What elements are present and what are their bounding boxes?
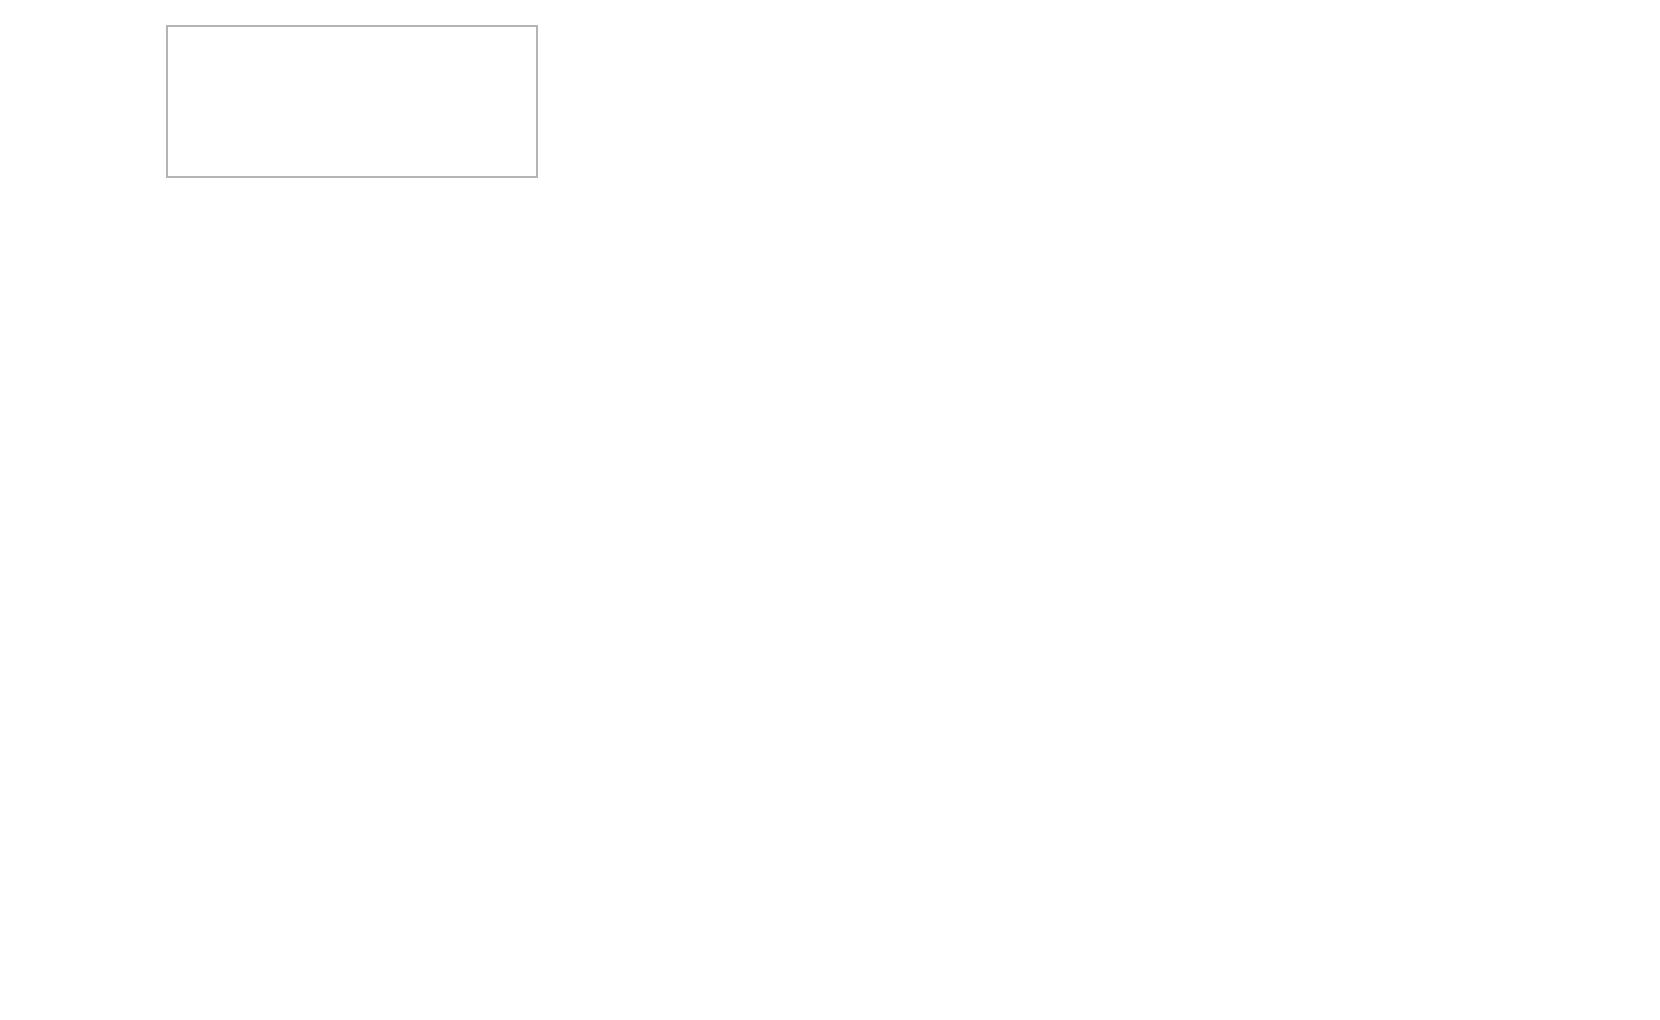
legend-item-last-10-min — [168, 117, 536, 147]
dot-marker-icon — [230, 97, 241, 108]
dot-marker-icon — [230, 67, 241, 78]
legend-item-theor-tide — [168, 147, 536, 177]
dot-marker-icon — [230, 127, 241, 138]
legend — [166, 25, 538, 178]
legend-item-pressure — [168, 27, 536, 57]
dot-marker-icon — [230, 157, 241, 168]
dot-marker-icon — [230, 37, 241, 48]
legend-item-residual — [168, 87, 536, 117]
legend-item-band-passed — [168, 57, 536, 87]
